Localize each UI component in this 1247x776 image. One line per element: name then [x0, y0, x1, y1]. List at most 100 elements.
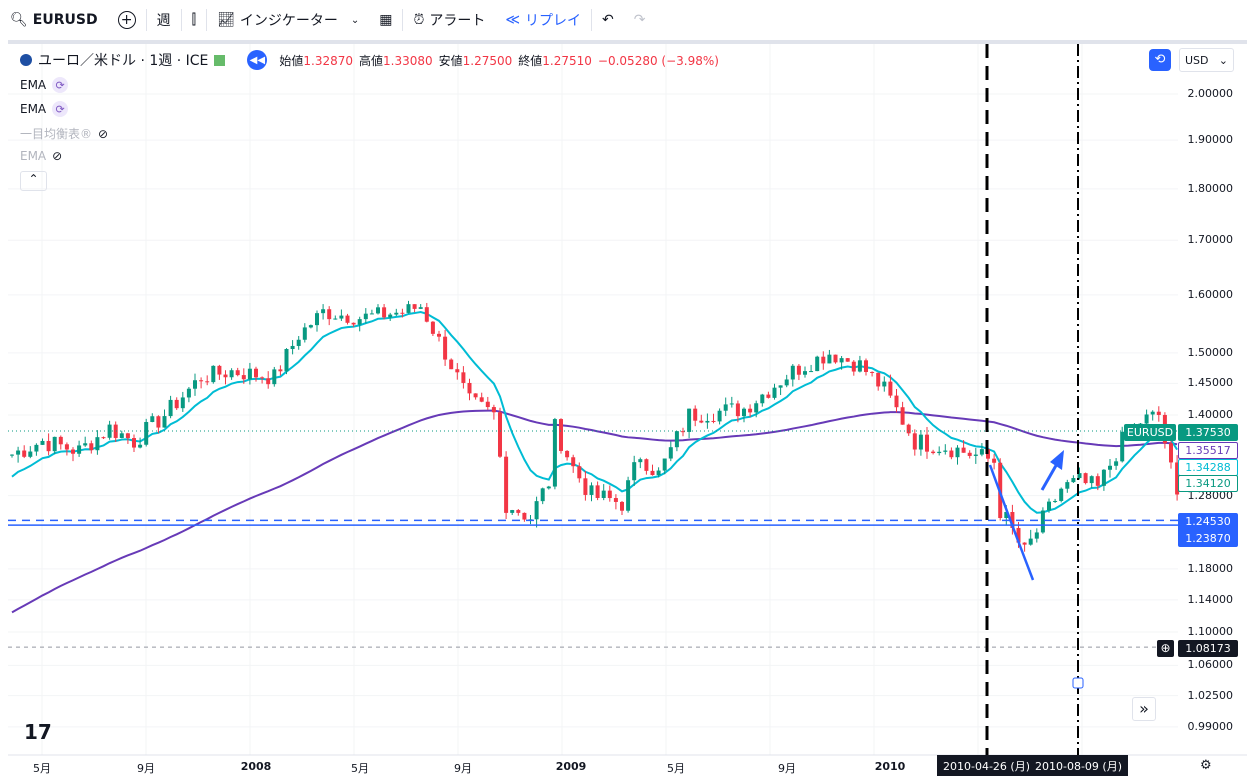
- candle-body: [516, 510, 521, 513]
- candle-body: [461, 372, 466, 383]
- indicator-ema-1[interactable]: EMA ⟳: [20, 77, 69, 93]
- candle-body: [790, 365, 795, 380]
- candle-body: [876, 372, 881, 387]
- candle-body: [1071, 478, 1076, 483]
- candle-body: [626, 480, 631, 511]
- candle-body: [412, 304, 417, 309]
- candle-body: [961, 447, 966, 453]
- price-tick: 1.50000: [1187, 345, 1234, 359]
- candle-body: [357, 319, 362, 325]
- redo-button[interactable]: ↷: [624, 0, 656, 40]
- candle-body: [119, 433, 124, 438]
- candle-body: [735, 403, 740, 417]
- candle-body: [650, 470, 655, 476]
- price-tick: 1.06000: [1187, 658, 1234, 672]
- candle-body: [620, 501, 624, 511]
- candle-body: [565, 450, 570, 458]
- candle-body: [235, 370, 240, 376]
- candle-body: [424, 307, 429, 322]
- interval-button[interactable]: 週: [156, 13, 171, 29]
- time-tick: 9月: [778, 762, 796, 775]
- compare-button[interactable]: +: [108, 0, 146, 40]
- indicators-button[interactable]: 📈︎ インジケーター ⌄: [217, 12, 360, 29]
- candle-body: [16, 450, 21, 455]
- candle-body: [632, 462, 637, 481]
- alert-button[interactable]: ⏰︎ アラート: [413, 12, 486, 29]
- candle-body: [717, 410, 722, 422]
- candle-body: [1120, 431, 1125, 462]
- candle-body: [638, 459, 643, 463]
- candle-body: [64, 444, 69, 450]
- plus-circle-icon: +: [117, 11, 136, 29]
- candle-body: [1053, 500, 1058, 502]
- candle-body: [272, 369, 277, 385]
- candle-body: [766, 394, 771, 398]
- crosshair-price-tag: 1.08173: [1178, 640, 1238, 657]
- candle-body: [333, 318, 338, 320]
- candle-body: [711, 420, 716, 422]
- chart-type-button[interactable]: ⫿: [182, 0, 206, 40]
- candle-body: [1004, 511, 1009, 519]
- candle-body: [388, 314, 393, 318]
- auto-scale-button[interactable]: ⟲: [1149, 49, 1171, 71]
- candle-body: [796, 365, 801, 375]
- candle-body: [266, 378, 271, 385]
- replay-button[interactable]: ≪ リプレイ: [505, 12, 582, 29]
- candle-body: [418, 307, 423, 309]
- add-alert-plus-icon[interactable]: ⊕: [1157, 640, 1174, 657]
- candle-body: [979, 449, 984, 455]
- candle-body: [52, 436, 57, 452]
- candle-body: [254, 368, 258, 378]
- candle-body: [900, 407, 905, 425]
- indicator-ichimoku[interactable]: 一目均衡表® ⊘: [20, 126, 109, 142]
- candle-body: [870, 371, 875, 373]
- candle-body: [174, 399, 179, 409]
- undo-icon: ↶: [602, 12, 614, 28]
- scroll-to-realtime-button[interactable]: »: [1132, 697, 1156, 721]
- candle-body: [437, 333, 441, 337]
- symbol-search-button[interactable]: 🔍︎ EURUSD: [10, 12, 98, 28]
- candle-body: [339, 315, 344, 319]
- indicator-ema-3[interactable]: EMA ⊘: [20, 149, 63, 163]
- candle-body: [644, 459, 649, 471]
- redo-icon: ↷: [633, 12, 646, 28]
- candle-body: [540, 488, 545, 502]
- price-tick: 1.40000: [1187, 408, 1234, 421]
- indicator-ema-2[interactable]: EMA ⟳: [20, 101, 69, 117]
- candle-body: [302, 327, 307, 340]
- chevron-down-icon: ⌄: [1218, 53, 1228, 67]
- candle-body: [1114, 461, 1119, 466]
- candle-body: [937, 451, 942, 454]
- settings-icon[interactable]: ⚙: [1200, 758, 1212, 773]
- candle-body: [449, 359, 454, 370]
- candle-body: [925, 434, 929, 452]
- last-price-tag: 1.37530: [1178, 424, 1238, 441]
- toolbar-divider: [8, 40, 1247, 44]
- templates-button[interactable]: ▦: [369, 0, 402, 40]
- ema-short-tag: 1.34288: [1178, 459, 1238, 476]
- collapse-legend-button[interactable]: ⌃: [20, 171, 47, 191]
- grid-icon: ▦: [379, 12, 393, 28]
- candle-body: [241, 375, 246, 380]
- undo-button[interactable]: ↶: [592, 0, 624, 40]
- candle-body: [693, 408, 698, 421]
- time-tick: 5月: [351, 762, 369, 775]
- line-tags: [1178, 513, 1238, 547]
- candle-body: [199, 380, 204, 382]
- candle-body: [144, 421, 149, 445]
- replay-back-button[interactable]: ◀◀: [247, 50, 268, 70]
- candle-body: [1047, 501, 1051, 511]
- candle-body: [809, 371, 814, 373]
- currency-select[interactable]: USD ⌄: [1179, 48, 1234, 72]
- candle-body: [1108, 465, 1112, 470]
- candle-body: [290, 345, 295, 350]
- candle-body: [577, 466, 582, 479]
- candle-body: [839, 358, 844, 363]
- eye-off-icon: ⊘: [98, 126, 109, 141]
- candle-body: [345, 315, 350, 323]
- candle-body: [729, 403, 734, 405]
- candle-body: [821, 356, 826, 364]
- candle-body: [205, 381, 210, 383]
- arrow-drawing: [1040, 461, 1060, 491]
